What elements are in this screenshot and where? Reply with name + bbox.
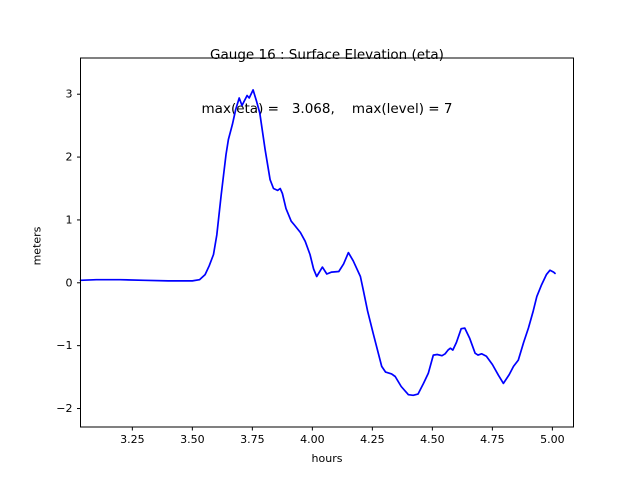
y-axis-ticks: −2 −1 0 1 2 3 bbox=[56, 88, 81, 415]
y-tick-label: 1 bbox=[66, 213, 73, 226]
y-tick-label: −1 bbox=[56, 339, 72, 352]
x-tick-label: 4.75 bbox=[480, 433, 505, 446]
eta-series-line bbox=[79, 89, 556, 397]
y-tick-label: 0 bbox=[66, 276, 73, 289]
x-tick-label: 3.25 bbox=[120, 433, 145, 446]
y-tick-label: 2 bbox=[66, 151, 73, 164]
y-tick-label: 3 bbox=[66, 88, 73, 101]
axes-spines bbox=[80, 57, 574, 428]
x-tick-label: 3.50 bbox=[180, 433, 205, 446]
y-axis-label: meters bbox=[30, 226, 44, 266]
x-axis-ticks: 3.25 3.50 3.75 4.00 4.25 4.50 4.75 5.00 bbox=[120, 427, 565, 446]
y-tick-label: −2 bbox=[56, 402, 72, 415]
x-tick-label: 5.00 bbox=[540, 433, 565, 446]
chart-subtitle: max(eta) = 3.068, max(level) = 7 bbox=[201, 101, 453, 117]
chart-title-block: Gauge 16 : Surface Elevation (eta) max(e… bbox=[80, 10, 574, 154]
x-tick-label: 4.00 bbox=[300, 433, 325, 446]
x-tick-label: 4.50 bbox=[420, 433, 445, 446]
x-tick-label: 3.75 bbox=[240, 433, 265, 446]
x-tick-label: 4.25 bbox=[360, 433, 385, 446]
x-axis-label: hours bbox=[311, 452, 343, 465]
chart-title: Gauge 16 : Surface Elevation (eta) bbox=[210, 47, 444, 63]
